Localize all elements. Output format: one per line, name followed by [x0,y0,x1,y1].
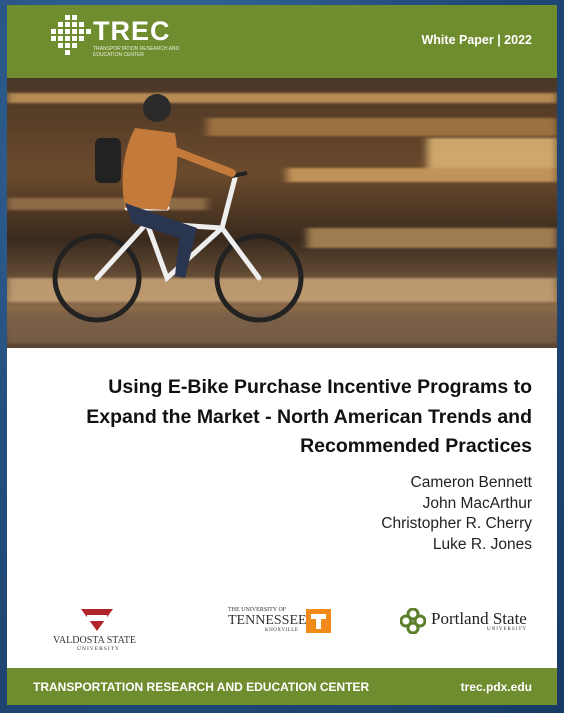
partner-name: Portland State [431,609,527,629]
partner-name: TENNESSEE [228,613,307,629]
title: Using E-Bike Purchase Incentive Programs… [12,373,532,462]
title-line: Expand the Market - North American Trend… [12,403,532,433]
author: Cameron Bennett [381,473,532,494]
author: Christopher R. Cherry [381,514,532,535]
document-type: White Paper | 2022 [422,33,533,47]
partner-sub: KNOXVILLE [265,628,298,633]
footer-url[interactable]: trec.pdx.edu [461,680,532,694]
footer: TRANSPORTATION RESEARCH AND EDUCATION CE… [7,668,557,705]
partner-name: VALDOSTA STATE [53,635,136,646]
logo-grid [51,15,91,61]
portland-emblem [400,608,426,634]
page: {"header": {"logo": "TREC", "logo_subtit… [0,0,564,713]
footer-organization: TRANSPORTATION RESEARCH AND EDUCATION CE… [33,680,369,694]
author: John MacArthur [381,494,532,515]
logo-subtitle: Transportation Research and Education Ce… [93,46,203,58]
cover: TREC Transportation Research and Educati… [7,5,557,705]
cover-photo [7,78,557,348]
tennessee-emblem [306,609,331,633]
author: Luke R. Jones [381,535,532,556]
partner-sub: UNIVERSITY [77,646,120,652]
title-line: Recommended Practices [12,432,532,462]
logo-text: TREC [93,16,171,47]
title-line: Using E-Bike Purchase Incentive Programs… [12,373,532,403]
valdosta-emblem [79,607,115,633]
partner-sub: UNIVERSITY [487,627,527,632]
header: TREC Transportation Research and Educati… [7,5,557,78]
